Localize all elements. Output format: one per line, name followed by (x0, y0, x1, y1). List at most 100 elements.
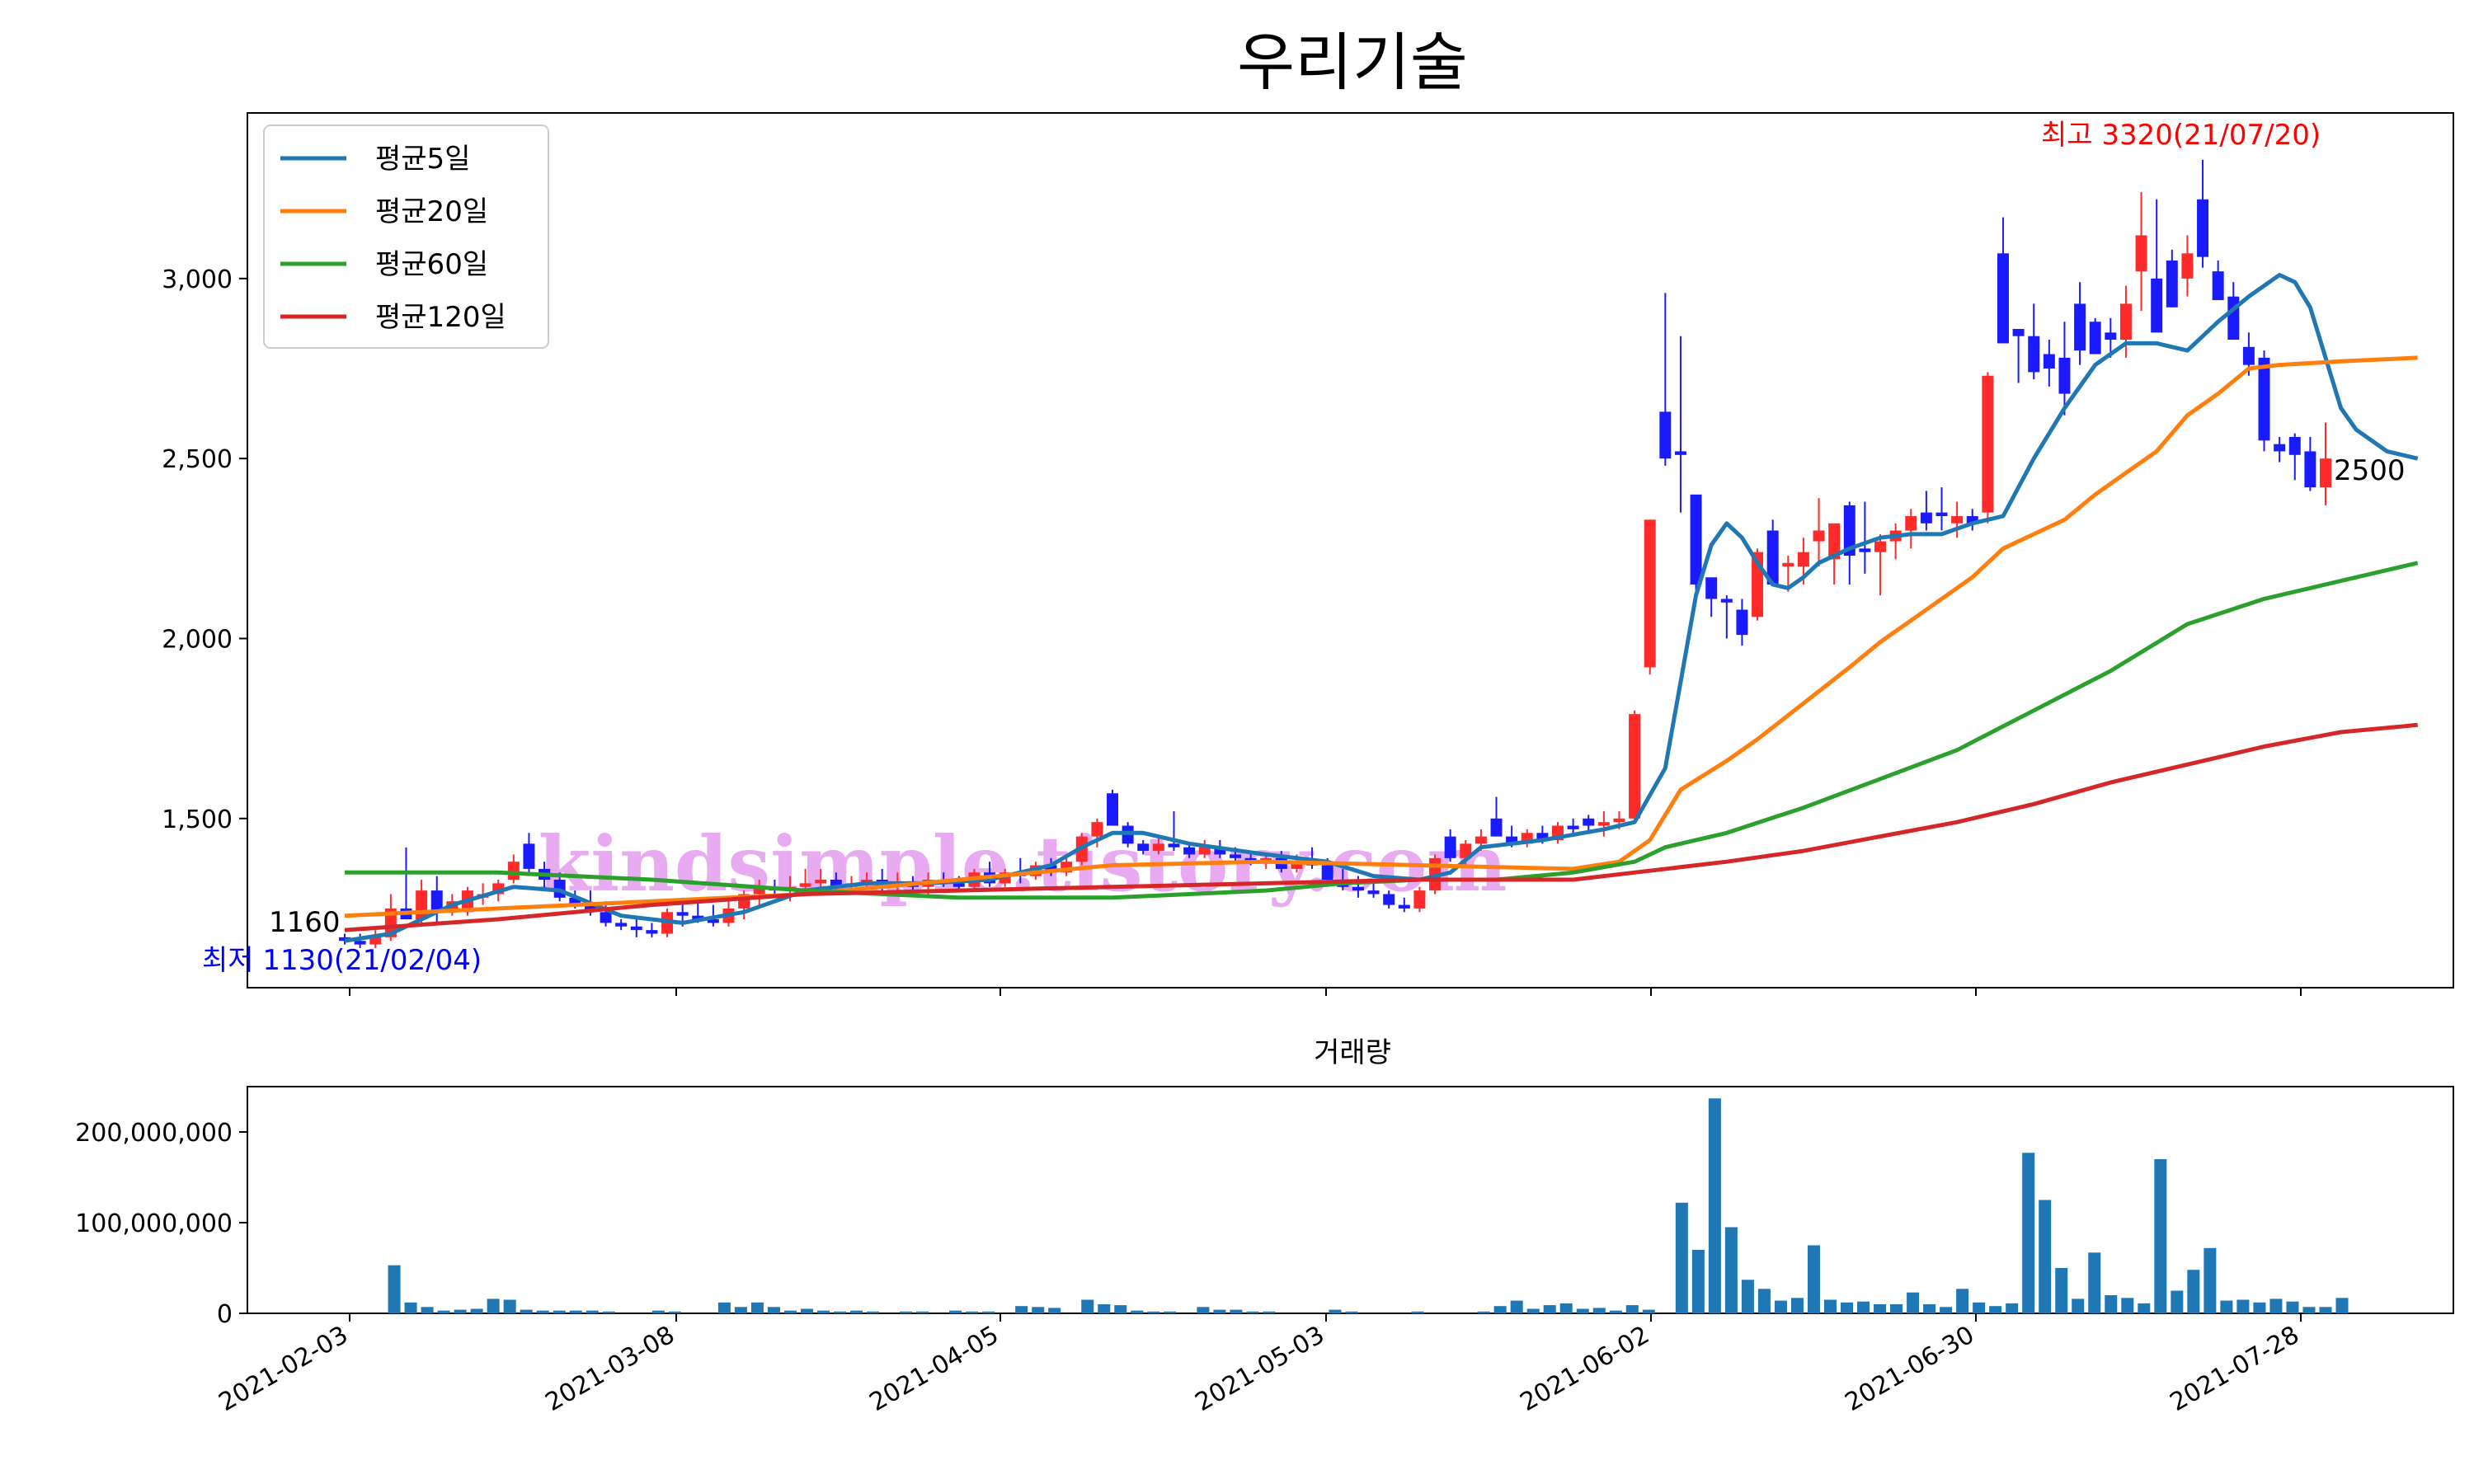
volume-bar (833, 1311, 847, 1313)
volume-bar (1329, 1309, 1342, 1313)
candle-body (354, 941, 366, 945)
candle-body (707, 919, 719, 923)
volume-bar (388, 1265, 401, 1313)
candle-body (2288, 436, 2301, 455)
volume-y-tick-label: 0 (217, 1300, 233, 1329)
volume-bar (2187, 1270, 2200, 1313)
candle-body (2304, 451, 2316, 488)
volume-bar (2006, 1303, 2019, 1313)
volume-bar (437, 1310, 450, 1313)
candle-body (2151, 278, 2163, 333)
volume-bar (1081, 1299, 1094, 1313)
ma20-line (344, 355, 2418, 918)
candle-body (1874, 541, 1886, 552)
candle-body (1659, 411, 1672, 459)
x-tick-label: 2021-05-03 (1191, 1321, 1329, 1417)
legend-label: 평균5일 (375, 143, 470, 176)
candle-body (1690, 494, 1702, 585)
volume-bar (503, 1299, 516, 1313)
volume-bar (1923, 1304, 1936, 1313)
volume-panel: 0 100,000,000 200,000,000 (75, 1086, 2454, 1329)
volume-bar (1131, 1310, 1144, 1313)
volume-bar (1230, 1309, 1243, 1313)
volume-bar (586, 1310, 599, 1313)
volume-bar (1741, 1280, 1754, 1313)
candle-body (584, 904, 596, 913)
x-tick-label: 2021-02-03 (214, 1321, 353, 1417)
volume-bar (1032, 1307, 1045, 1313)
low-annotation: 최저 1130(21/02/04) (202, 944, 482, 977)
volume-bar (421, 1307, 434, 1313)
candle-body (1367, 890, 1380, 895)
candle-body (1797, 552, 1809, 567)
volume-bar (2319, 1307, 2332, 1313)
volume-subtitle: 거래량 (1314, 1036, 1391, 1069)
candle-body (1244, 857, 1257, 862)
candle-body (692, 915, 704, 920)
volume-bar (816, 1310, 830, 1313)
volume-bar (966, 1311, 979, 1313)
volume-bar (1625, 1305, 1639, 1313)
volume-bar (1411, 1311, 1424, 1313)
candle-body (830, 880, 842, 887)
candle-body (600, 912, 612, 923)
candle-body (1321, 865, 1333, 881)
volume-bar (454, 1309, 467, 1313)
candle-body (2258, 357, 2270, 441)
candle-body (799, 883, 811, 887)
volume-bar (1576, 1308, 1589, 1313)
x-axis: 2021-02-03 2021-03-08 2021-04-05 2021-05-03… (214, 988, 2304, 1417)
candle-body (952, 883, 965, 887)
candle-body (1705, 577, 1718, 599)
legend-label: 평균20일 (375, 195, 488, 228)
candle-body (1152, 843, 1164, 852)
volume-bar (734, 1307, 747, 1313)
volume-bar (1840, 1302, 1854, 1313)
candle-body (1597, 822, 1610, 826)
volume-bar (1345, 1311, 1358, 1313)
volume-bar (850, 1310, 863, 1313)
ma60-line (345, 561, 2419, 900)
candle-body (1229, 854, 1241, 858)
candle-body (2012, 328, 2025, 336)
volume-bar (2204, 1247, 2217, 1313)
volume-bar (1956, 1289, 1969, 1313)
candle-body (1214, 847, 1226, 855)
volume-bar (1774, 1300, 1787, 1313)
legend-label: 평균60일 (375, 248, 488, 281)
volume-bar (1263, 1311, 1276, 1313)
x-tick-label: 2021-03-08 (541, 1321, 680, 1417)
candle-body (1859, 548, 1871, 552)
candle-body (1352, 886, 1364, 891)
volume-bar (1642, 1309, 1655, 1313)
price-y-tick-label: 3,000 (162, 265, 233, 294)
candle-body (1137, 843, 1150, 852)
volume-bar (1543, 1305, 1556, 1313)
volume-bar (2236, 1299, 2250, 1313)
volume-bar (1757, 1289, 1771, 1313)
volume-bar (1246, 1311, 1259, 1313)
volume-bar (1098, 1304, 1111, 1313)
volume-bar (750, 1302, 764, 1313)
volume-bar (717, 1302, 731, 1313)
candle-body (1629, 714, 1641, 819)
volume-bar (668, 1311, 681, 1313)
legend-label: 평균120일 (375, 301, 506, 334)
candle-body (523, 843, 535, 869)
volume-y-tick-label: 200,000,000 (75, 1119, 233, 1148)
candle-body (1736, 609, 1748, 636)
candle-body (1490, 818, 1503, 837)
candle-body (1291, 862, 1303, 869)
volume-bar (2286, 1301, 2299, 1313)
candle-body (1828, 523, 1841, 560)
volume-bar (1197, 1307, 1210, 1313)
candle-body (1183, 847, 1196, 855)
volume-bar (1691, 1250, 1705, 1313)
volume-bar (1989, 1306, 2002, 1313)
candle-body (1951, 516, 1964, 524)
chart-title: 우리기술 (1237, 26, 1468, 99)
candle-body (2135, 235, 2147, 272)
candle-body (369, 937, 382, 945)
candle-body (1782, 562, 1794, 567)
